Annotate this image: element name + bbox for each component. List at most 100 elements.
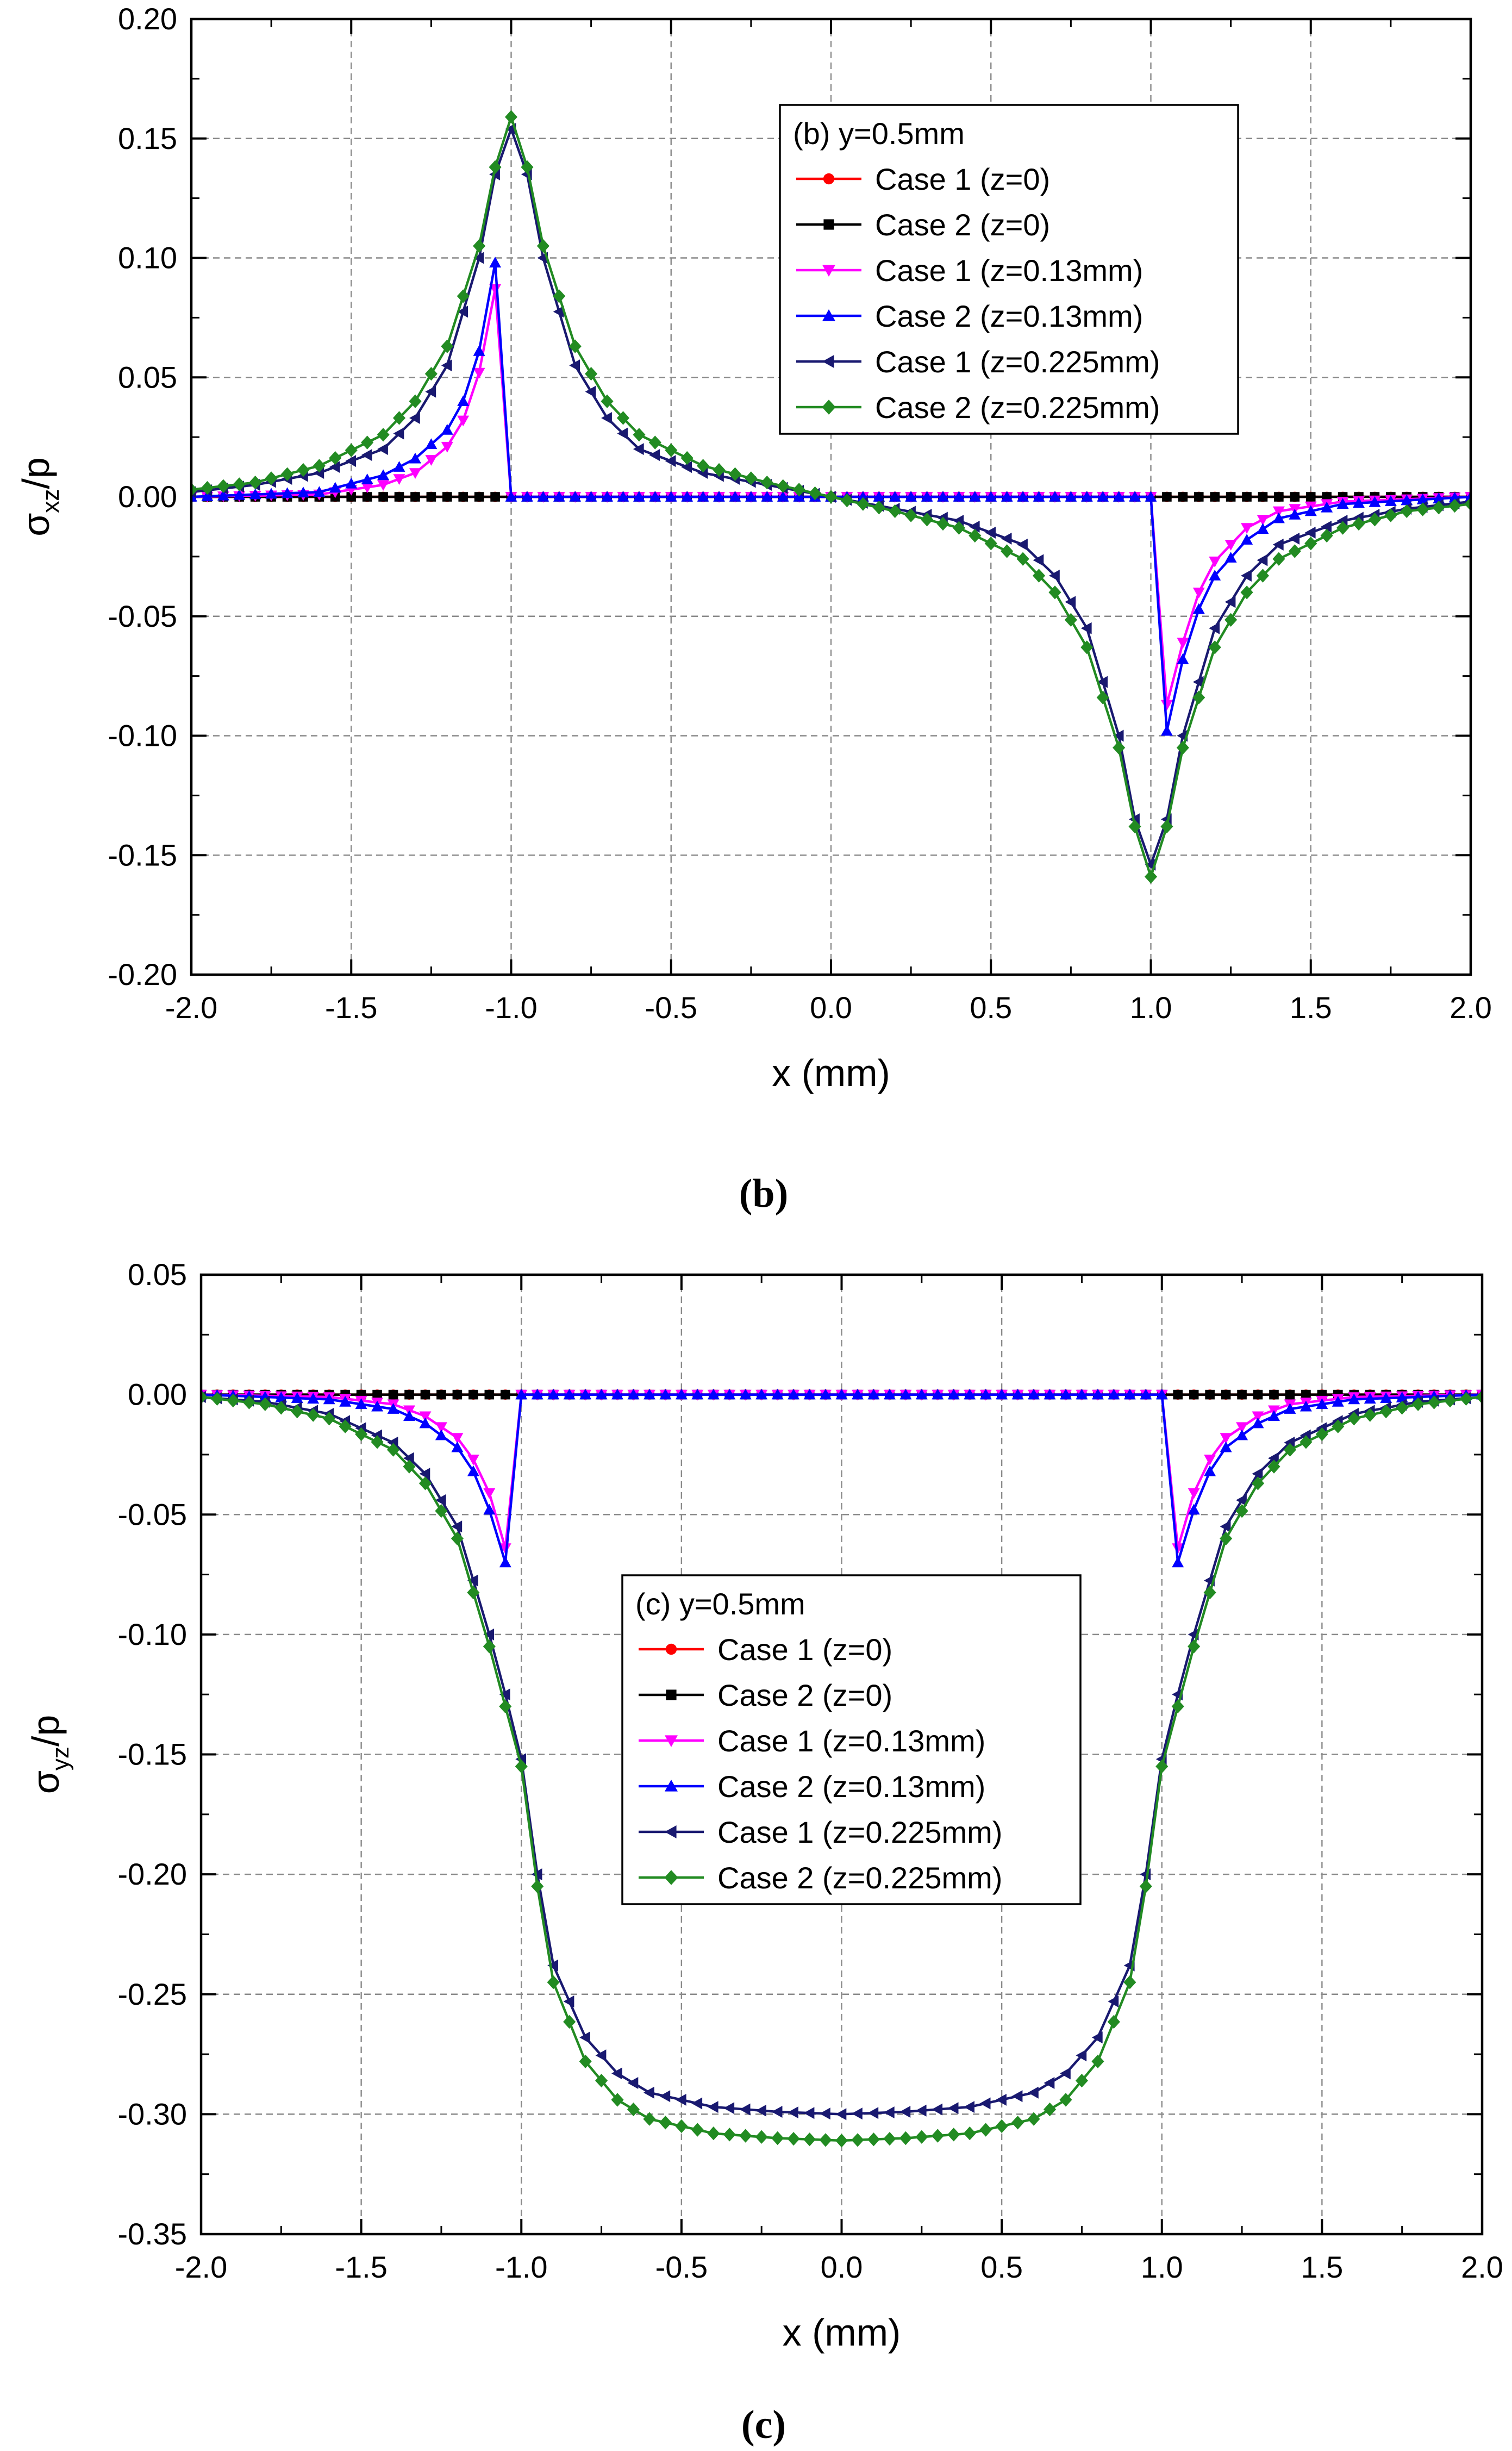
data-point bbox=[969, 491, 981, 502]
data-point bbox=[371, 1400, 384, 1412]
y-axis-title-subscript: yz bbox=[47, 1747, 74, 1770]
data-point bbox=[291, 1392, 303, 1403]
data-point bbox=[1332, 1419, 1345, 1433]
data-point bbox=[1044, 1388, 1056, 1400]
data-point bbox=[1379, 1404, 1392, 1419]
data-point bbox=[1252, 1417, 1264, 1429]
data-point bbox=[857, 497, 870, 511]
data-point bbox=[723, 2128, 736, 2142]
legend-label: Case 1 (z=0.13mm) bbox=[875, 253, 1143, 288]
data-point bbox=[361, 473, 373, 484]
data-point bbox=[1258, 492, 1268, 502]
data-point bbox=[547, 1388, 560, 1400]
data-point bbox=[697, 491, 709, 502]
data-point bbox=[595, 2074, 608, 2088]
data-point bbox=[441, 359, 452, 372]
data-point bbox=[281, 467, 294, 481]
legend-label: Case 2 (z=0.13mm) bbox=[717, 1769, 985, 1804]
data-point bbox=[297, 463, 310, 477]
data-point bbox=[979, 2097, 991, 2110]
data-point bbox=[1178, 492, 1188, 502]
data-point bbox=[457, 305, 468, 318]
data-point bbox=[387, 1443, 400, 1457]
data-point bbox=[787, 2132, 800, 2146]
data-point bbox=[307, 1408, 320, 1422]
x-tick-label: -1.0 bbox=[495, 2250, 548, 2284]
data-point bbox=[419, 1417, 432, 1429]
data-point bbox=[1209, 570, 1221, 581]
data-point bbox=[307, 1393, 320, 1404]
data-point bbox=[1267, 1460, 1280, 1474]
data-point bbox=[1209, 556, 1221, 567]
data-point bbox=[1160, 819, 1173, 834]
data-point bbox=[1432, 501, 1445, 515]
data-point bbox=[425, 455, 438, 466]
data-point bbox=[393, 461, 405, 472]
data-point bbox=[932, 1388, 944, 1400]
data-point bbox=[649, 449, 660, 461]
data-point bbox=[362, 492, 372, 502]
y-axis-title-suffix: /p bbox=[15, 457, 57, 489]
data-point bbox=[419, 1411, 432, 1423]
data-point bbox=[553, 491, 565, 502]
data-point bbox=[1049, 491, 1061, 502]
data-point bbox=[1268, 1452, 1279, 1464]
figure-caption: (b) bbox=[739, 1171, 788, 1216]
data-point bbox=[963, 2126, 976, 2141]
data-point bbox=[499, 1688, 510, 1701]
legend-marker bbox=[822, 355, 834, 368]
data-point bbox=[1364, 1408, 1377, 1422]
data-point bbox=[249, 476, 262, 490]
data-point bbox=[409, 412, 420, 424]
x-tick-label: 0.5 bbox=[980, 2250, 1023, 2284]
data-point bbox=[952, 521, 965, 535]
data-point bbox=[739, 2129, 752, 2143]
data-point bbox=[1304, 505, 1317, 516]
data-point bbox=[1290, 492, 1300, 502]
data-point bbox=[499, 1556, 511, 1568]
data-point bbox=[1237, 1389, 1247, 1400]
y-axis-title-symbol: σ bbox=[24, 1770, 67, 1794]
data-point bbox=[1336, 498, 1349, 509]
data-point bbox=[1272, 552, 1285, 566]
x-axis-title: x (mm) bbox=[783, 2311, 901, 2354]
data-point bbox=[233, 477, 246, 491]
x-tick-label: 1.0 bbox=[1130, 990, 1172, 1025]
data-point bbox=[1411, 1397, 1424, 1411]
data-point bbox=[659, 2116, 672, 2130]
data-point bbox=[259, 1397, 272, 1411]
data-point bbox=[467, 1586, 480, 1600]
data-point bbox=[409, 394, 422, 408]
data-point bbox=[739, 2103, 751, 2116]
data-point bbox=[595, 1388, 608, 1400]
data-point bbox=[505, 110, 517, 124]
x-tick-label: 1.5 bbox=[1301, 2250, 1343, 2284]
data-point bbox=[835, 1388, 848, 1400]
x-tick-label: 0.0 bbox=[810, 990, 852, 1025]
data-point bbox=[473, 345, 485, 356]
data-point bbox=[297, 487, 309, 498]
data-point bbox=[1321, 520, 1332, 533]
data-point bbox=[227, 1394, 240, 1408]
data-point bbox=[372, 1389, 382, 1400]
data-point bbox=[899, 2131, 912, 2146]
data-point bbox=[1128, 819, 1141, 834]
data-point bbox=[452, 1389, 463, 1400]
data-point bbox=[547, 1975, 560, 1990]
data-point bbox=[1416, 502, 1429, 516]
data-point bbox=[1028, 1388, 1040, 1400]
legend-label: Case 2 (z=0.225mm) bbox=[717, 1861, 1002, 1895]
data-point bbox=[915, 1388, 928, 1400]
data-point bbox=[1076, 2049, 1087, 2062]
data-point bbox=[792, 483, 805, 497]
data-point bbox=[1352, 516, 1365, 531]
data-point bbox=[1027, 2112, 1040, 2126]
data-point bbox=[1096, 690, 1109, 704]
data-point bbox=[1384, 495, 1397, 506]
legend-marker bbox=[822, 400, 836, 415]
data-point bbox=[985, 526, 996, 539]
data-point bbox=[1256, 569, 1269, 583]
data-point bbox=[728, 467, 741, 481]
data-point bbox=[201, 481, 214, 495]
data-point bbox=[500, 1389, 510, 1400]
